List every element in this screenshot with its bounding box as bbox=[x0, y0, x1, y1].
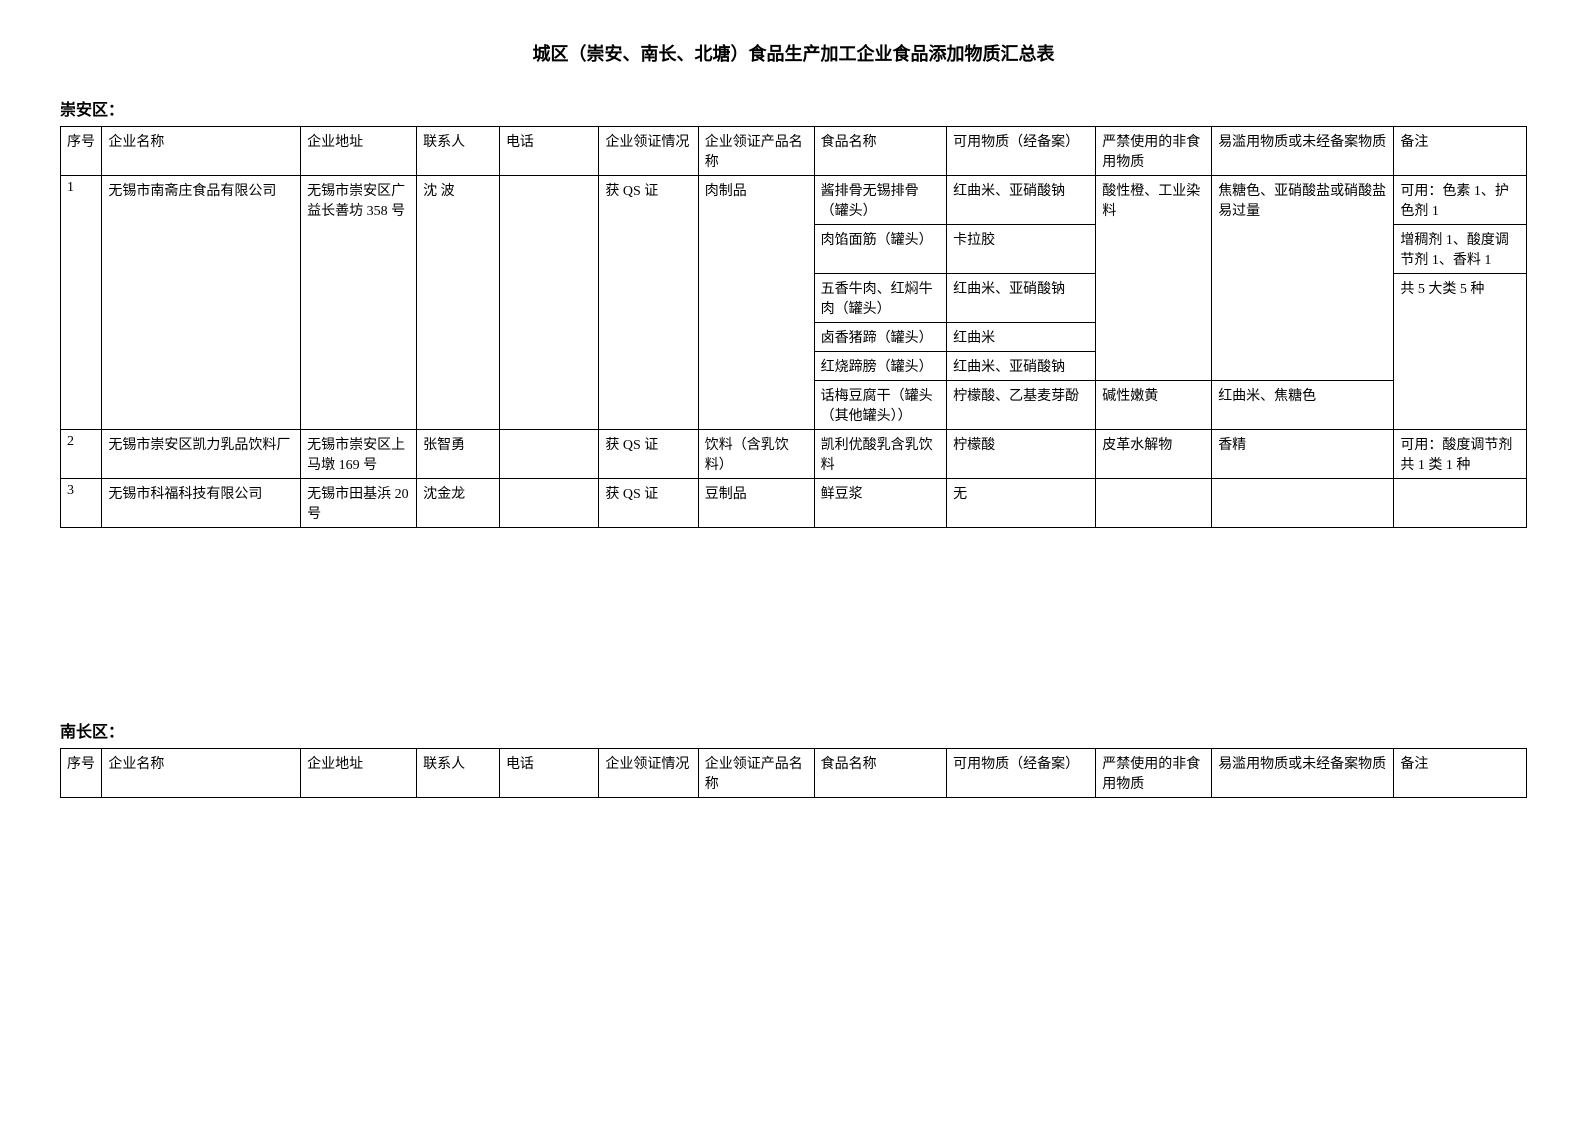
cell-allow: 红曲米、亚硝酸钠 bbox=[947, 352, 1096, 381]
cell-remark: 可用：酸度调节剂 共 1 类 1 种 bbox=[1394, 430, 1527, 479]
cell-addr: 无锡市田基浜 20 号 bbox=[301, 479, 417, 528]
cell-seq: 3 bbox=[61, 479, 102, 528]
col-name: 企业名称 bbox=[102, 127, 301, 176]
cell-abuse: 红曲米、焦糖色 bbox=[1212, 381, 1394, 430]
cell-seq: 1 bbox=[61, 176, 102, 430]
col-abuse: 易滥用物质或未经备案物质 bbox=[1212, 127, 1394, 176]
cell-forbid bbox=[1096, 479, 1212, 528]
table-nanchang: 序号 企业名称 企业地址 联系人 电话 企业领证情况 企业领证产品名称 食品名称… bbox=[60, 748, 1527, 798]
col-name: 企业名称 bbox=[102, 749, 301, 798]
cell-abuse bbox=[1212, 479, 1394, 528]
cell-phone bbox=[499, 479, 598, 528]
col-phone: 电话 bbox=[499, 127, 598, 176]
col-food: 食品名称 bbox=[814, 749, 947, 798]
cell-allow: 红曲米、亚硝酸钠 bbox=[947, 176, 1096, 225]
col-contact: 联系人 bbox=[417, 127, 500, 176]
cell-food: 五香牛肉、红焖牛肉（罐头） bbox=[814, 274, 947, 323]
col-forbid: 严禁使用的非食用物质 bbox=[1096, 749, 1212, 798]
col-seq: 序号 bbox=[61, 749, 102, 798]
col-addr: 企业地址 bbox=[301, 749, 417, 798]
cell-abuse: 焦糖色、亚硝酸盐或硝酸盐易过量 bbox=[1212, 176, 1394, 381]
cell-food: 凯利优酸乳含乳饮料 bbox=[814, 430, 947, 479]
cell-food: 肉馅面筋（罐头） bbox=[814, 225, 947, 274]
cell-seq: 2 bbox=[61, 430, 102, 479]
col-cert: 企业领证情况 bbox=[599, 127, 698, 176]
cell-remark: 可用：色素 1、护色剂 1 bbox=[1394, 176, 1527, 225]
cell-name: 无锡市科福科技有限公司 bbox=[102, 479, 301, 528]
cell-allow: 无 bbox=[947, 479, 1096, 528]
col-contact: 联系人 bbox=[417, 749, 500, 798]
cell-addr: 无锡市崇安区广益长善坊 358 号 bbox=[301, 176, 417, 430]
cell-phone bbox=[499, 430, 598, 479]
cell-contact: 张智勇 bbox=[417, 430, 500, 479]
table-row: 3 无锡市科福科技有限公司 无锡市田基浜 20 号 沈金龙 获 QS 证 豆制品… bbox=[61, 479, 1527, 528]
cell-name: 无锡市南斋庄食品有限公司 bbox=[102, 176, 301, 430]
col-prod: 企业领证产品名称 bbox=[698, 749, 814, 798]
cell-prod: 饮料（含乳饮料） bbox=[698, 430, 814, 479]
table-header-row: 序号 企业名称 企业地址 联系人 电话 企业领证情况 企业领证产品名称 食品名称… bbox=[61, 749, 1527, 798]
cell-allow: 红曲米、亚硝酸钠 bbox=[947, 274, 1096, 323]
cell-name: 无锡市崇安区凯力乳品饮料厂 bbox=[102, 430, 301, 479]
col-phone: 电话 bbox=[499, 749, 598, 798]
cell-allow: 卡拉胶 bbox=[947, 225, 1096, 274]
col-remark: 备注 bbox=[1394, 749, 1527, 798]
cell-abuse: 香精 bbox=[1212, 430, 1394, 479]
cell-allow: 柠檬酸 bbox=[947, 430, 1096, 479]
col-cert: 企业领证情况 bbox=[599, 749, 698, 798]
cell-forbid: 皮革水解物 bbox=[1096, 430, 1212, 479]
table-row: 2 无锡市崇安区凯力乳品饮料厂 无锡市崇安区上马墩 169 号 张智勇 获 QS… bbox=[61, 430, 1527, 479]
spacer bbox=[60, 528, 1527, 688]
cell-prod: 豆制品 bbox=[698, 479, 814, 528]
col-addr: 企业地址 bbox=[301, 127, 417, 176]
section-heading-nanchang: 南长区： bbox=[60, 718, 1527, 742]
cell-food: 卤香猪蹄（罐头） bbox=[814, 323, 947, 352]
cell-forbid: 酸性橙、工业染料 bbox=[1096, 176, 1212, 381]
cell-phone bbox=[499, 176, 598, 430]
cell-forbid: 碱性嫩黄 bbox=[1096, 381, 1212, 430]
cell-cert: 获 QS 证 bbox=[599, 479, 698, 528]
col-forbid: 严禁使用的非食用物质 bbox=[1096, 127, 1212, 176]
col-remark: 备注 bbox=[1394, 127, 1527, 176]
col-abuse: 易滥用物质或未经备案物质 bbox=[1212, 749, 1394, 798]
cell-food: 话梅豆腐干（罐头（其他罐头）） bbox=[814, 381, 947, 430]
cell-allow: 红曲米 bbox=[947, 323, 1096, 352]
cell-cert: 获 QS 证 bbox=[599, 430, 698, 479]
cell-allow: 柠檬酸、乙基麦芽酚 bbox=[947, 381, 1096, 430]
cell-food: 红烧蹄膀（罐头） bbox=[814, 352, 947, 381]
table-row: 1 无锡市南斋庄食品有限公司 无锡市崇安区广益长善坊 358 号 沈 波 获 Q… bbox=[61, 176, 1527, 225]
col-allow: 可用物质（经备案） bbox=[947, 127, 1096, 176]
cell-food: 鲜豆浆 bbox=[814, 479, 947, 528]
cell-remark bbox=[1394, 479, 1527, 528]
cell-addr: 无锡市崇安区上马墩 169 号 bbox=[301, 430, 417, 479]
col-allow: 可用物质（经备案） bbox=[947, 749, 1096, 798]
cell-contact: 沈金龙 bbox=[417, 479, 500, 528]
cell-remark: 共 5 大类 5 种 bbox=[1394, 274, 1527, 430]
cell-contact: 沈 波 bbox=[417, 176, 500, 430]
table-chongan: 序号 企业名称 企业地址 联系人 电话 企业领证情况 企业领证产品名称 食品名称… bbox=[60, 126, 1527, 528]
cell-remark: 增稠剂 1、酸度调节剂 1、香料 1 bbox=[1394, 225, 1527, 274]
cell-cert: 获 QS 证 bbox=[599, 176, 698, 430]
col-prod: 企业领证产品名称 bbox=[698, 127, 814, 176]
cell-food: 酱排骨无锡排骨（罐头） bbox=[814, 176, 947, 225]
cell-prod: 肉制品 bbox=[698, 176, 814, 430]
section-heading-chongan: 崇安区： bbox=[60, 96, 1527, 120]
table-header-row: 序号 企业名称 企业地址 联系人 电话 企业领证情况 企业领证产品名称 食品名称… bbox=[61, 127, 1527, 176]
col-seq: 序号 bbox=[61, 127, 102, 176]
col-food: 食品名称 bbox=[814, 127, 947, 176]
page-title: 城区（崇安、南长、北塘）食品生产加工企业食品添加物质汇总表 bbox=[60, 40, 1527, 66]
